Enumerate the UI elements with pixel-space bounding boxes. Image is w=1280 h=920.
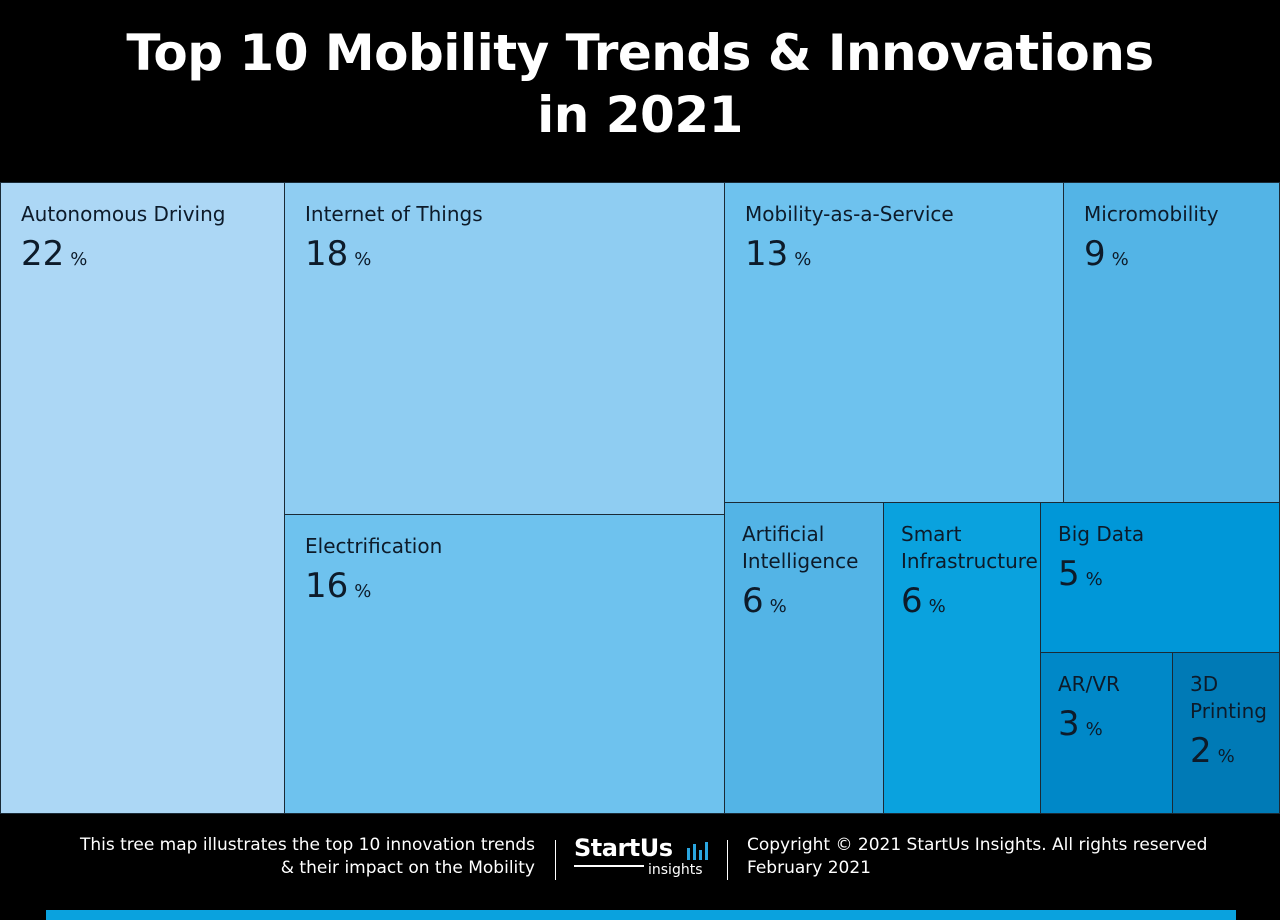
footer-divider-right bbox=[727, 840, 728, 880]
copyright-line-1: Copyright © 2021 StartUs Insights. All r… bbox=[747, 835, 1208, 855]
treemap: Autonomous Driving 22% Internet of Things 1… bbox=[0, 182, 1280, 814]
bar-chart-icon bbox=[687, 842, 708, 860]
treemap-cell-artificial-intelligence: Artificial Intelligence 6% bbox=[724, 502, 884, 814]
logo-underline bbox=[574, 865, 644, 867]
cell-label: Big Data bbox=[1058, 522, 1145, 546]
cell-value-unit: % bbox=[70, 249, 88, 270]
footer-divider-left bbox=[555, 840, 556, 880]
cell-value: 3% bbox=[1058, 702, 1168, 752]
cell-label: 3D Printing bbox=[1190, 672, 1267, 723]
cell-value-number: 6 bbox=[901, 581, 923, 621]
cell-value: 6% bbox=[742, 579, 852, 629]
treemap-cell-smart-infrastructure: Smart Infrastructure 6% bbox=[883, 502, 1041, 814]
cell-label: Micromobility bbox=[1084, 202, 1219, 226]
logo-wordmark: StartUs bbox=[574, 834, 673, 862]
chart-description: This tree map illustrates the top 10 inn… bbox=[0, 834, 535, 880]
cell-label: AR/VR bbox=[1058, 672, 1120, 696]
cell-value-number: 2 bbox=[1190, 731, 1212, 771]
startus-insights-logo: StartUs insights bbox=[574, 834, 714, 884]
treemap-cell-mobility-as-a-service: Mobility-as-a-Service 13% bbox=[724, 182, 1064, 503]
cell-value: 18% bbox=[305, 232, 720, 282]
cell-value-unit: % bbox=[354, 249, 372, 270]
cell-label: Smart Infrastructure bbox=[901, 522, 1038, 573]
cell-label: Mobility-as-a-Service bbox=[745, 202, 954, 226]
treemap-cell-ar-vr: AR/VR 3% bbox=[1040, 652, 1173, 814]
cell-value-number: 9 bbox=[1084, 234, 1106, 274]
copyright: Copyright © 2021 StartUs Insights. All r… bbox=[747, 834, 1267, 880]
cell-value-number: 3 bbox=[1058, 704, 1080, 744]
treemap-cell-micromobility: Micromobility 9% bbox=[1063, 182, 1280, 503]
cell-label: Electrification bbox=[305, 534, 443, 558]
footer: This tree map illustrates the top 10 inn… bbox=[0, 814, 1280, 920]
cell-label: Internet of Things bbox=[305, 202, 483, 226]
cell-value-unit: % bbox=[928, 596, 946, 617]
cell-label: Autonomous Driving bbox=[21, 202, 226, 226]
treemap-cell-3d-printing: 3D Printing 2% bbox=[1172, 652, 1280, 814]
treemap-cell-autonomous-driving: Autonomous Driving 22% bbox=[0, 182, 285, 814]
cell-value: 13% bbox=[745, 232, 1059, 282]
cell-value-unit: % bbox=[769, 596, 787, 617]
description-line-2: & their impact on the Mobility bbox=[280, 858, 535, 878]
chart-title-line-2: in 2021 bbox=[537, 86, 743, 144]
treemap-cell-electrification: Electrification 16% bbox=[284, 514, 725, 814]
cell-value-number: 13 bbox=[745, 234, 789, 274]
chart-title-line-1: Top 10 Mobility Trends & Innovations bbox=[126, 24, 1154, 82]
cell-value-unit: % bbox=[1085, 719, 1103, 740]
cell-value-number: 5 bbox=[1058, 554, 1080, 594]
treemap-cell-big-data: Big Data 5% bbox=[1040, 502, 1280, 653]
cell-value-number: 18 bbox=[305, 234, 349, 274]
cell-value-number: 22 bbox=[21, 234, 65, 274]
cell-value-unit: % bbox=[794, 249, 812, 270]
cell-value: 9% bbox=[1084, 232, 1275, 282]
chart-title: Top 10 Mobility Trends & Innovations in … bbox=[0, 22, 1280, 146]
cell-value: 6% bbox=[901, 579, 1040, 629]
cell-value-number: 16 bbox=[305, 566, 349, 606]
treemap-cell-internet-of-things: Internet of Things 18% bbox=[284, 182, 725, 515]
copyright-date: February 2021 bbox=[747, 858, 871, 878]
cell-value: 16% bbox=[305, 564, 720, 614]
cell-value: 2% bbox=[1190, 729, 1270, 779]
logo-subtext: insights bbox=[648, 862, 703, 878]
cell-value: 22% bbox=[21, 232, 280, 282]
cell-value-unit: % bbox=[354, 581, 372, 602]
cell-value-number: 6 bbox=[742, 581, 764, 621]
cell-value: 5% bbox=[1058, 552, 1275, 602]
accent-bar bbox=[46, 910, 1236, 920]
description-line-1: This tree map illustrates the top 10 inn… bbox=[79, 835, 535, 855]
cell-value-unit: % bbox=[1217, 746, 1235, 767]
cell-value-unit: % bbox=[1111, 249, 1129, 270]
cell-value-unit: % bbox=[1085, 569, 1103, 590]
cell-label: Artificial Intelligence bbox=[742, 522, 859, 573]
